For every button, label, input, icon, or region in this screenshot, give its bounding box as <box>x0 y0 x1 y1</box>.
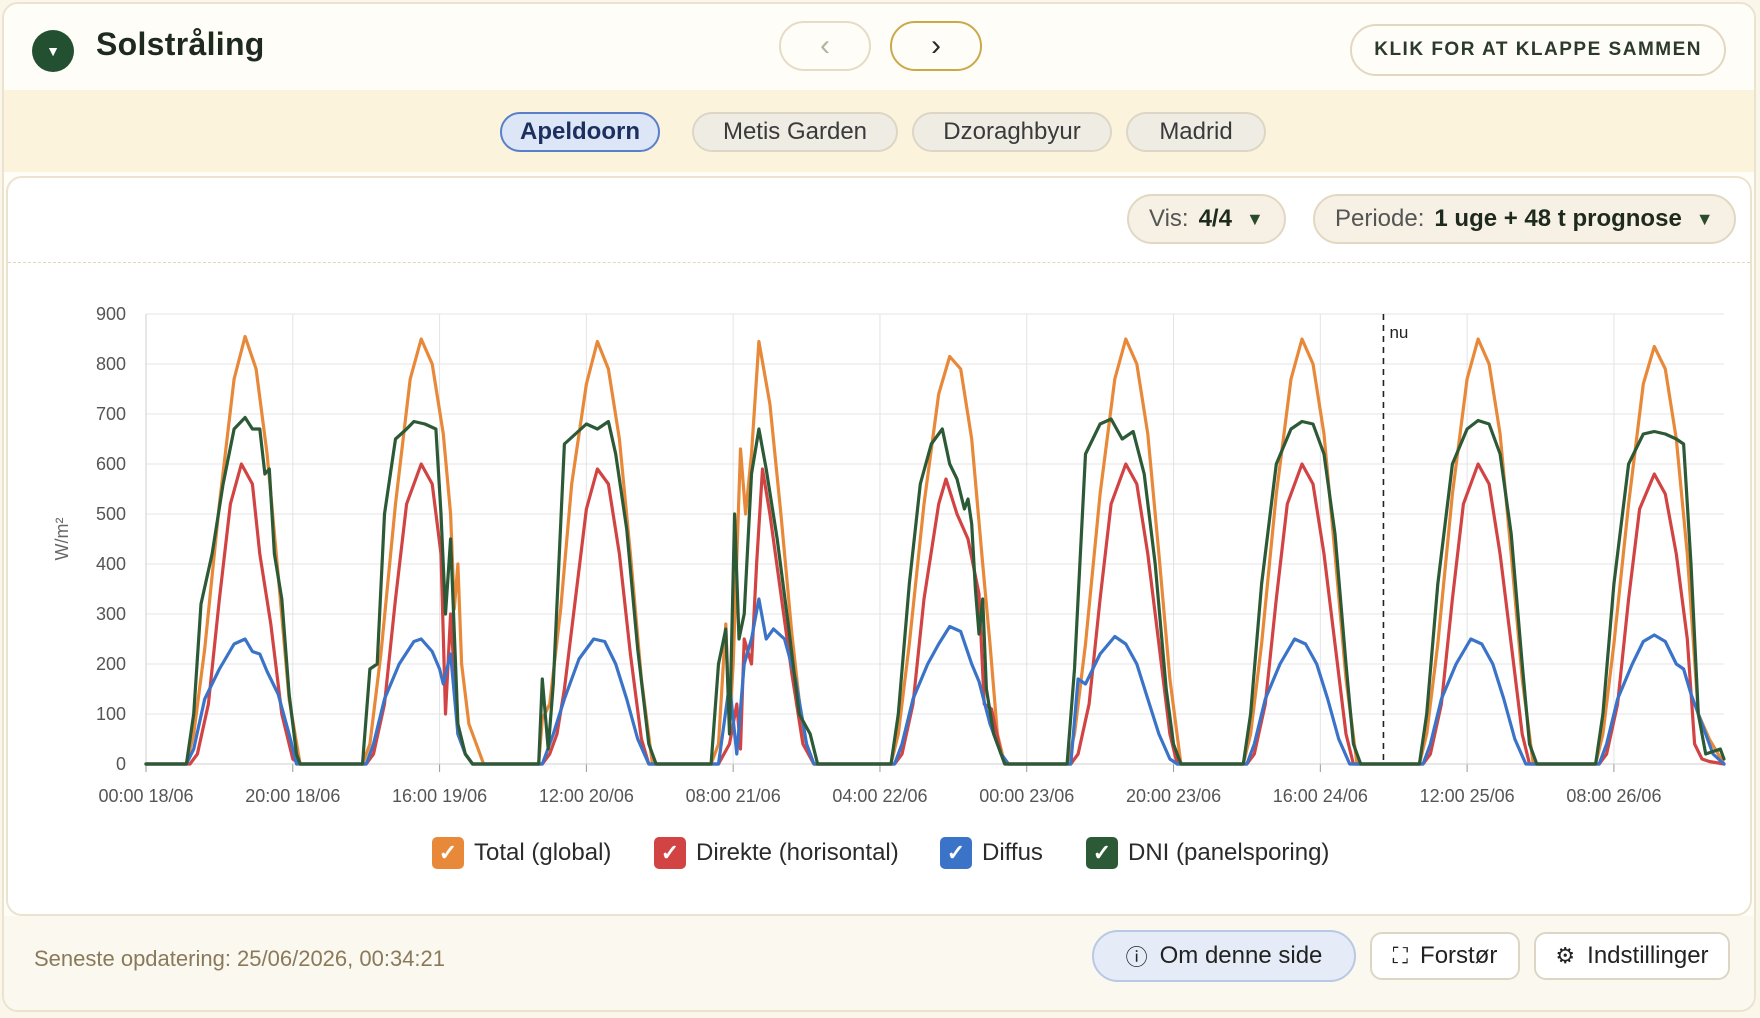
legend-total[interactable]: ✓ Total (global) <box>432 833 611 873</box>
caret-down-icon: ▼ <box>1245 208 1264 229</box>
tab-metis-garden[interactable]: Metis Garden <box>692 112 898 152</box>
location-tabs: Apeldoorn Metis Garden Dzoraghbyur Madri… <box>4 90 1754 172</box>
vis-label: Vis: <box>1149 205 1189 232</box>
next-button[interactable]: › <box>890 21 982 71</box>
x-tick-label: 16:00 19/06 <box>392 786 487 806</box>
x-tick-label: 08:00 21/06 <box>686 786 781 806</box>
info-icon: ⓘ <box>1125 945 1148 970</box>
last-updated-text: Seneste opdatering: 25/06/2026, 00:34:21 <box>34 946 446 971</box>
expand-button[interactable]: ⛶ Forstør <box>1370 932 1520 980</box>
x-tick-label: 00:00 23/06 <box>979 786 1074 806</box>
checkbox-checked-icon[interactable]: ✓ <box>432 837 464 869</box>
x-tick-label: 08:00 26/06 <box>1566 786 1661 806</box>
panel-header: ▼ Solstråling ‹ › KLIK FOR AT KLAPPE SAM… <box>4 4 1754 91</box>
tab-apeldoorn[interactable]: Apeldoorn <box>500 112 660 152</box>
periode-label: Periode: <box>1335 205 1425 232</box>
tab-madrid[interactable]: Madrid <box>1126 112 1266 152</box>
y-tick-label: 800 <box>96 354 126 374</box>
settings-label: Indstillinger <box>1587 942 1709 969</box>
about-label: Om denne side <box>1159 942 1323 969</box>
collapse-toggle-icon[interactable]: ▼ <box>32 30 74 72</box>
legend-label: Total (global) <box>474 839 612 866</box>
x-tick-label: 16:00 24/06 <box>1273 786 1368 806</box>
legend-direkte[interactable]: ✓ Direkte (horisontal) <box>654 833 899 873</box>
irradiance-chart: 0 100 200 300 400 500 600 700 800 900 00:00 18/06 2… <box>52 304 1726 806</box>
y-tick-label: 700 <box>96 404 126 424</box>
y-tick-label: 200 <box>96 654 126 674</box>
expand-label: Forstør <box>1420 942 1498 969</box>
caret-down-icon: ▼ <box>1695 208 1714 229</box>
y-tick-label: 500 <box>96 504 126 524</box>
legend-label: DNI (panelsporing) <box>1128 839 1330 866</box>
series-line-3 <box>144 415 1726 766</box>
legend-label: Direkte (horisontal) <box>696 839 899 866</box>
checkbox-checked-icon[interactable]: ✓ <box>940 837 972 869</box>
y-tick-label: 600 <box>96 454 126 474</box>
settings-button[interactable]: ⚙ Indstillinger <box>1534 932 1730 980</box>
legend-diffus[interactable]: ✓ Diffus <box>940 833 1043 873</box>
vis-dropdown[interactable]: Vis: 4/4 ▼ <box>1127 194 1286 244</box>
x-tick-label: 00:00 18/06 <box>98 786 193 806</box>
x-tick-label: 04:00 22/06 <box>832 786 927 806</box>
y-tick-label: 900 <box>96 304 126 324</box>
about-button[interactable]: ⓘ Om denne side <box>1092 930 1356 982</box>
gear-icon: ⚙ <box>1555 943 1576 968</box>
y-tick-label: 0 <box>116 754 126 774</box>
y-axis-label: W/m² <box>52 518 72 561</box>
divider <box>8 262 1750 263</box>
series-line-0 <box>144 334 1726 766</box>
x-tick-label: 12:00 25/06 <box>1420 786 1515 806</box>
checkbox-checked-icon[interactable]: ✓ <box>654 837 686 869</box>
fullscreen-icon: ⛶ <box>1392 943 1409 968</box>
series-line-2 <box>144 597 1726 766</box>
panel-footer: Seneste opdatering: 25/06/2026, 00:34:21… <box>4 916 1754 1010</box>
tab-dzoraghbyur[interactable]: Dzoraghbyur <box>912 112 1112 152</box>
page-title: Solstråling <box>96 26 265 62</box>
chart-card: Vis: 4/4 ▼ Periode: 1 uge + 48 t prognos… <box>6 176 1752 916</box>
previous-button[interactable]: ‹ <box>779 21 871 71</box>
periode-dropdown[interactable]: Periode: 1 uge + 48 t prognose ▼ <box>1313 194 1736 244</box>
now-marker-label: nu <box>1389 323 1408 342</box>
periode-value: 1 uge + 48 t prognose <box>1434 205 1682 232</box>
chart-legend: ✓ Total (global) ✓ Direkte (horisontal) … <box>8 833 1750 873</box>
legend-dni[interactable]: ✓ DNI (panelsporing) <box>1086 833 1329 873</box>
x-tick-label: 20:00 23/06 <box>1126 786 1221 806</box>
series-line-1 <box>144 462 1726 766</box>
x-tick-label: 12:00 20/06 <box>539 786 634 806</box>
vis-value: 4/4 <box>1198 205 1232 232</box>
x-tick-label: 20:00 18/06 <box>245 786 340 806</box>
y-tick-label: 400 <box>96 554 126 574</box>
y-tick-label: 300 <box>96 604 126 624</box>
y-tick-label: 100 <box>96 704 126 724</box>
collapse-button[interactable]: KLIK FOR AT KLAPPE SAMMEN <box>1350 24 1726 76</box>
legend-label: Diffus <box>982 839 1043 866</box>
checkbox-checked-icon[interactable]: ✓ <box>1086 837 1118 869</box>
